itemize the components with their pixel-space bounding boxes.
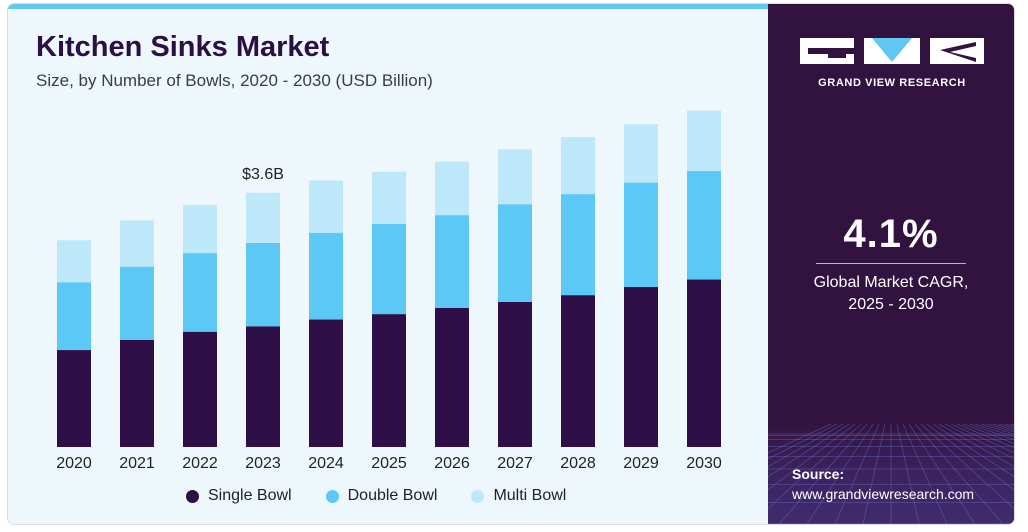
- cagr-label-line1: Global Market CAGR,: [813, 274, 969, 291]
- legend-item-double-bowl: Double Bowl: [325, 487, 438, 505]
- brand-name: GRAND VIEW RESEARCH: [818, 77, 966, 89]
- bar-multi-bowl-2021: [120, 220, 154, 267]
- bar-single-bowl-2030: [687, 279, 721, 447]
- bar-single-bowl-2022: [183, 331, 217, 447]
- bar-single-bowl-2025: [372, 314, 406, 447]
- brand-logo: GRAND VIEW RESEARCH: [800, 32, 984, 89]
- bar-double-bowl-2025: [372, 223, 406, 315]
- cagr-divider: [816, 263, 966, 264]
- bar-single-bowl-2027: [498, 301, 532, 447]
- x-tick-label-2021: 2021: [119, 455, 155, 472]
- bar-single-bowl-2028: [561, 295, 595, 447]
- bar-double-bowl-2027: [498, 204, 532, 302]
- bar-single-bowl-2024: [309, 319, 343, 447]
- bar-multi-bowl-2026: [435, 161, 469, 216]
- bar-multi-bowl-2025: [372, 171, 406, 224]
- bar-double-bowl-2022: [183, 253, 217, 332]
- legend-label-double-bowl: Double Bowl: [347, 487, 438, 504]
- x-tick-label-2023: 2023: [245, 455, 281, 472]
- bar-multi-bowl-2027: [498, 149, 532, 205]
- bar-single-bowl-2020: [57, 350, 91, 447]
- sidebar-panel: GRAND VIEW RESEARCH 4.1% Global Market C…: [768, 4, 1014, 524]
- cagr-value: 4.1%: [843, 212, 939, 256]
- bar-double-bowl-2024: [309, 232, 343, 320]
- bar-double-bowl-2028: [561, 194, 595, 296]
- source-label: Source:: [792, 466, 845, 482]
- report-card: Kitchen Sinks Market Size, by Number of …: [8, 4, 1014, 524]
- x-tick-label-2026: 2026: [434, 455, 470, 472]
- bar-multi-bowl-2020: [57, 240, 91, 283]
- x-tick-label-2025: 2025: [371, 455, 407, 472]
- bar-single-bowl-2023: [246, 326, 280, 447]
- bar-double-bowl-2030: [687, 171, 721, 280]
- legend-swatch-multi-bowl: [471, 489, 485, 503]
- chart-subtitle: Size, by Number of Bowls, 2020 - 2030 (U…: [36, 71, 433, 90]
- legend-item-multi-bowl: Multi Bowl: [471, 487, 566, 505]
- x-tick-label-2020: 2020: [56, 455, 92, 472]
- x-tick-label-2030: 2030: [686, 455, 722, 472]
- bar-multi-bowl-2030: [687, 110, 721, 172]
- bar-double-bowl-2020: [57, 282, 91, 351]
- x-tick-label-2028: 2028: [560, 455, 596, 472]
- legend-swatch-single-bowl: [186, 489, 199, 503]
- x-tick-label-2029: 2029: [623, 455, 659, 472]
- bar-multi-bowl-2022: [183, 204, 217, 254]
- x-tick-label-2024: 2024: [308, 455, 344, 472]
- bar-multi-bowl-2028: [561, 137, 595, 195]
- stacked-bar-chart: 2020 2021 2022 2023 $3.6B 2024 2025 2026 2027 202…: [56, 110, 722, 472]
- x-tick-label-2027: 2027: [497, 455, 533, 472]
- grid-decoration: [768, 424, 1014, 524]
- bar-multi-bowl-2024: [309, 180, 343, 233]
- bar-double-bowl-2023: [246, 242, 280, 327]
- gvr-logo-icon: [800, 38, 984, 64]
- legend-swatch-double-bowl: [325, 489, 339, 503]
- bar-multi-bowl-2023: [246, 192, 280, 243]
- bar-multi-bowl-2029: [624, 124, 658, 183]
- bar-single-bowl-2021: [120, 339, 154, 447]
- bar-double-bowl-2026: [435, 215, 469, 309]
- bar-double-bowl-2021: [120, 266, 154, 340]
- x-tick-label-2022: 2022: [182, 455, 218, 472]
- source-url[interactable]: www.grandviewresearch.com: [792, 486, 975, 502]
- legend-item-single-bowl: Single Bowl: [186, 487, 292, 505]
- bar-single-bowl-2026: [435, 308, 469, 447]
- legend-label-single-bowl: Single Bowl: [208, 487, 292, 504]
- chart-panel: Kitchen Sinks Market Size, by Number of …: [8, 4, 768, 524]
- cagr-label-line2: 2025 - 2030: [848, 296, 934, 313]
- legend-label-multi-bowl: Multi Bowl: [493, 487, 567, 504]
- chart-title: Kitchen Sinks Market: [36, 31, 330, 63]
- data-label-2023: $3.6B: [242, 166, 284, 183]
- cagr-label: Global Market CAGR, 2025 - 2030: [768, 272, 1014, 316]
- chart-legend: Single Bowl Double Bowl Multi Bowl: [186, 487, 566, 505]
- bar-double-bowl-2029: [624, 182, 658, 287]
- bar-single-bowl-2029: [624, 286, 658, 447]
